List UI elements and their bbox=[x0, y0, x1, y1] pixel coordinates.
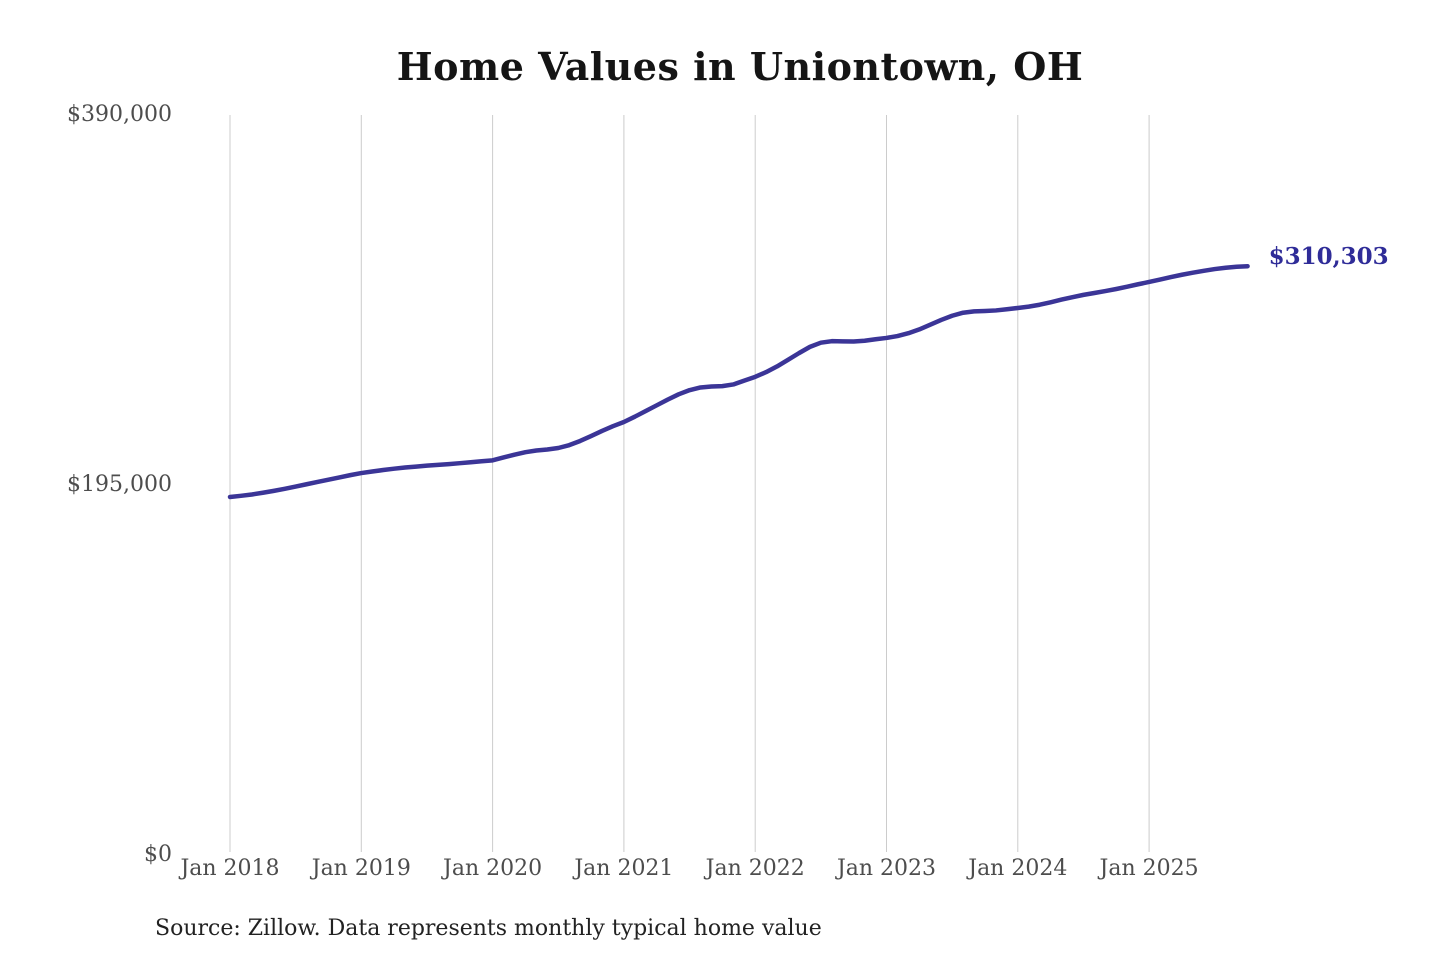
x-tick-jan-2019: Jan 2019 bbox=[311, 856, 411, 881]
source-note: Source: Zillow. Data represents monthly … bbox=[155, 916, 822, 941]
x-tick-jan-2025: Jan 2025 bbox=[1099, 856, 1199, 881]
x-tick-jan-2022: Jan 2022 bbox=[705, 856, 805, 881]
y-tick-0: $0 bbox=[144, 842, 172, 867]
chart-title: Home Values in Uniontown, OH bbox=[396, 44, 1084, 89]
x-tick-jan-2021: Jan 2021 bbox=[574, 856, 674, 881]
x-tick-jan-2024: Jan 2024 bbox=[968, 856, 1068, 881]
x-tick-jan-2020: Jan 2020 bbox=[443, 856, 543, 881]
y-tick-195000: $195,000 bbox=[67, 472, 172, 497]
latest-value-label: $310,303 bbox=[1268, 243, 1389, 271]
home-value-line bbox=[227, 263, 1250, 500]
x-tick-jan-2018: Jan 2018 bbox=[180, 856, 280, 881]
x-tick-jan-2023: Jan 2023 bbox=[836, 856, 937, 881]
y-tick-390000: $390,000 bbox=[67, 102, 172, 127]
vertical-gridlines bbox=[229, 115, 1150, 852]
